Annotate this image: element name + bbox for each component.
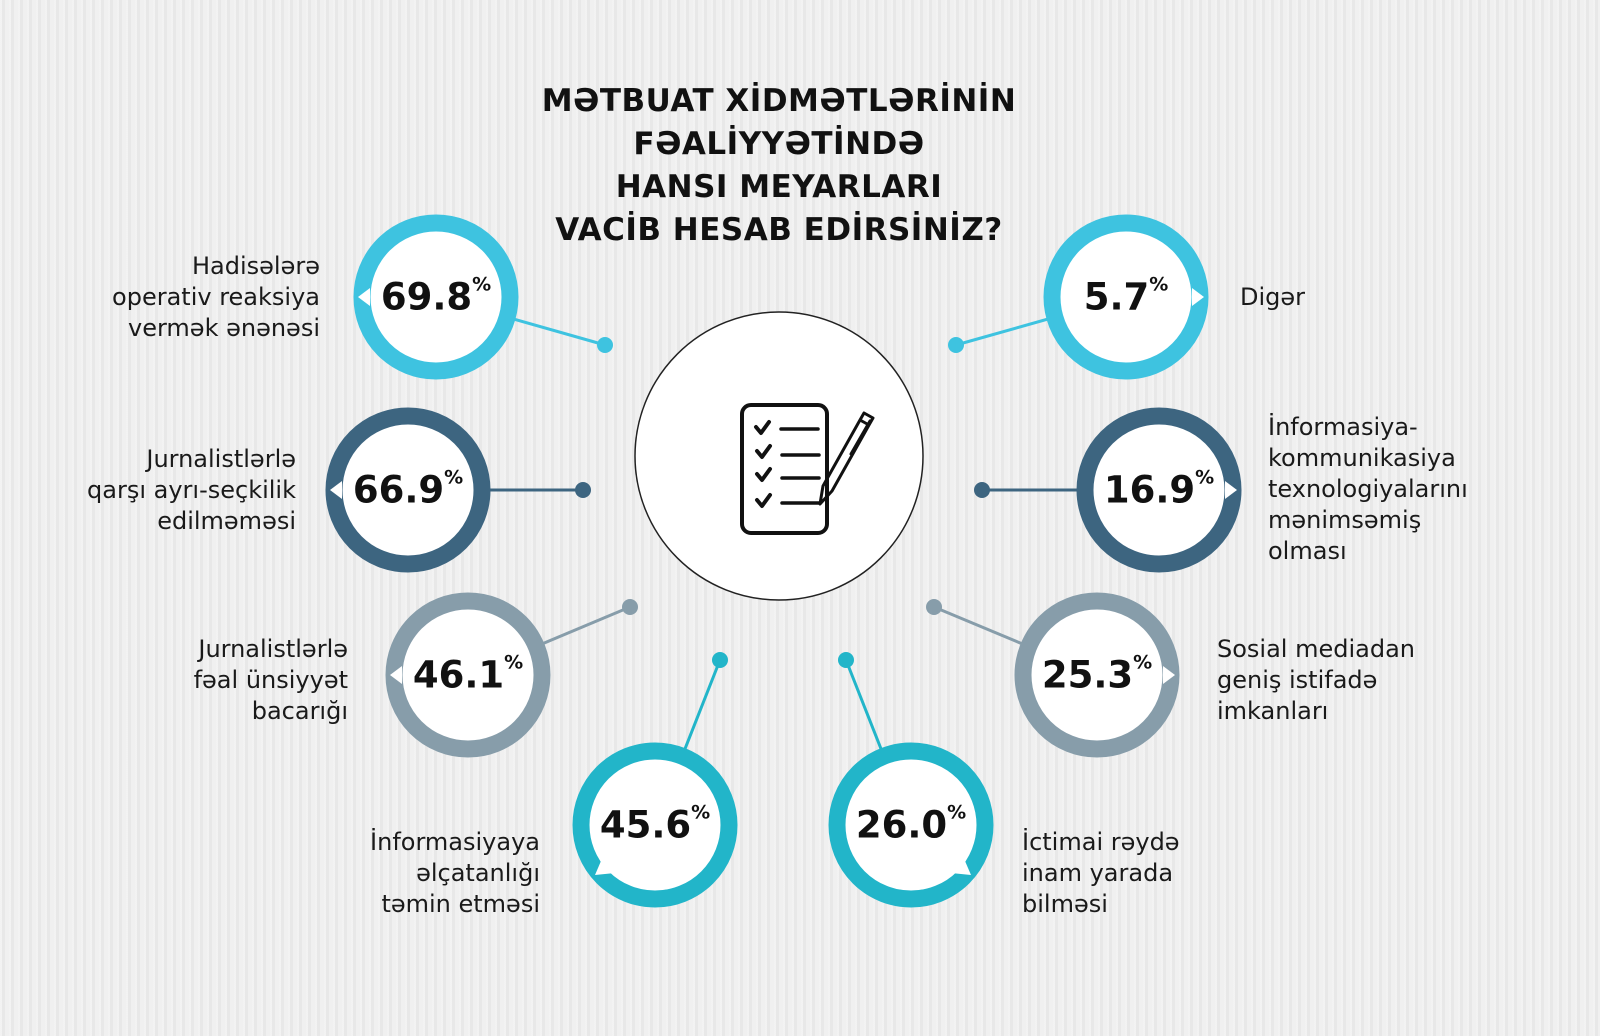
title-line: HANSI MEYARLARI — [615, 169, 943, 205]
category-label: Digər — [1240, 282, 1305, 313]
category-label-line: Hadisələrə — [192, 252, 320, 280]
value-number: 26.0 — [855, 803, 948, 847]
title-line: MƏTBUAT XİDMƏTLƏRİNİN — [541, 83, 1017, 119]
category-label: Hadisələrə operativ reaksiya vermək ənənəs… — [112, 251, 320, 344]
connector-dot — [597, 337, 613, 353]
value-label: 46.1% — [388, 651, 548, 697]
category-label-line: imkanları — [1217, 697, 1329, 725]
value-label: 69.8% — [356, 273, 516, 319]
connector-dot — [712, 652, 728, 668]
category-label-line: inam yarada — [1022, 859, 1174, 887]
category-label-line: kommunikasiya — [1268, 444, 1456, 472]
value-unit: % — [1133, 651, 1153, 674]
category-label: Jurnalistlərlə fəal ünsiyyət bacarığı — [194, 634, 348, 727]
title-line: FƏALİYYƏTİNDƏ — [633, 126, 925, 162]
connector-dot — [575, 482, 591, 498]
chart-title: MƏTBUAT XİDMƏTLƏRİNİN FƏALİYYƏTİNDƏ HANS… — [479, 80, 1079, 252]
category-label-line: Jurnalistlərlə — [146, 445, 296, 473]
ring-notch — [1225, 481, 1237, 499]
category-label-line: vermək ənənəsi — [128, 314, 320, 342]
value-number: 5.7 — [1083, 275, 1150, 319]
ring-notch — [330, 481, 342, 499]
category-label-line: mənimsəmiş — [1268, 506, 1422, 534]
category-label-line: Digər — [1240, 283, 1306, 311]
category-label-line: İnformasiya- — [1268, 413, 1418, 441]
category-label: Jurnalistlərlə qarşı ayrı-seçkilik edilməm… — [87, 444, 296, 537]
category-label-line: olması — [1268, 537, 1347, 565]
connector-dot — [622, 599, 638, 615]
ring-notch — [951, 861, 971, 875]
checklist-with-pen-icon — [740, 403, 875, 535]
center-circle — [634, 311, 924, 601]
value-label: 5.7% — [1046, 273, 1206, 319]
category-label: İctimai rəydə inam yarada bilməsi — [1022, 827, 1180, 920]
value-label: 25.3% — [1017, 651, 1177, 697]
value-unit: % — [947, 801, 967, 824]
category-label-line: Sosial mediadan — [1217, 635, 1415, 663]
connector-dot — [974, 482, 990, 498]
category-label-line: operativ reaksiya — [112, 283, 320, 311]
category-label: İnformasiyaya əlçatanlığı təmin etməsi — [370, 827, 540, 920]
category-label: Sosial mediadan geniş istifadə imkanları — [1217, 634, 1415, 727]
category-label-line: texnologiyalarını — [1268, 475, 1468, 503]
connector-dot — [838, 652, 854, 668]
connector-dot — [948, 337, 964, 353]
category-label-line: qarşı ayrı-seçkilik — [87, 476, 296, 504]
category-label-line: təmin etməsi — [381, 890, 540, 918]
category-label-line: bacarığı — [251, 697, 348, 725]
ring-notch — [595, 861, 615, 875]
value-unit: % — [691, 801, 711, 824]
ring-notch — [358, 288, 370, 306]
value-unit: % — [1195, 466, 1215, 489]
category-label-line: Jurnalistlərlə — [198, 635, 348, 663]
value-number: 66.9 — [352, 468, 445, 512]
value-number: 46.1 — [412, 653, 505, 697]
value-ring — [572, 742, 738, 908]
value-number: 16.9 — [1103, 468, 1196, 512]
value-label: 16.9% — [1079, 466, 1239, 512]
category-label-line: İnformasiyaya — [370, 828, 540, 856]
value-unit: % — [504, 651, 524, 674]
ring-notch — [390, 666, 402, 684]
value-label: 26.0% — [831, 801, 991, 847]
value-unit: % — [444, 466, 464, 489]
connector-dot — [926, 599, 942, 615]
category-label-line: edilməməsi — [157, 507, 296, 535]
category-label-line: geniş istifadə — [1217, 666, 1378, 694]
value-unit: % — [472, 273, 492, 296]
value-label: 66.9% — [328, 466, 488, 512]
category-label-line: fəal ünsiyyət — [193, 666, 348, 694]
value-number: 69.8 — [380, 275, 473, 319]
title-line: VACİB HESAB EDİRSİNİZ? — [555, 212, 1003, 248]
value-label: 45.6% — [575, 801, 735, 847]
value-ring — [828, 742, 994, 908]
value-number: 45.6 — [599, 803, 692, 847]
value-number: 25.3 — [1041, 653, 1134, 697]
category-label-line: əlçatanlığı — [416, 859, 540, 887]
category-label-line: bilməsi — [1022, 890, 1108, 918]
value-unit: % — [1149, 273, 1169, 296]
ring-notch — [1163, 666, 1175, 684]
category-label: İnformasiya-kommunikasiya texnologiyaları… — [1268, 412, 1468, 567]
ring-notch — [1192, 288, 1204, 306]
category-label-line: İctimai rəydə — [1022, 828, 1180, 856]
